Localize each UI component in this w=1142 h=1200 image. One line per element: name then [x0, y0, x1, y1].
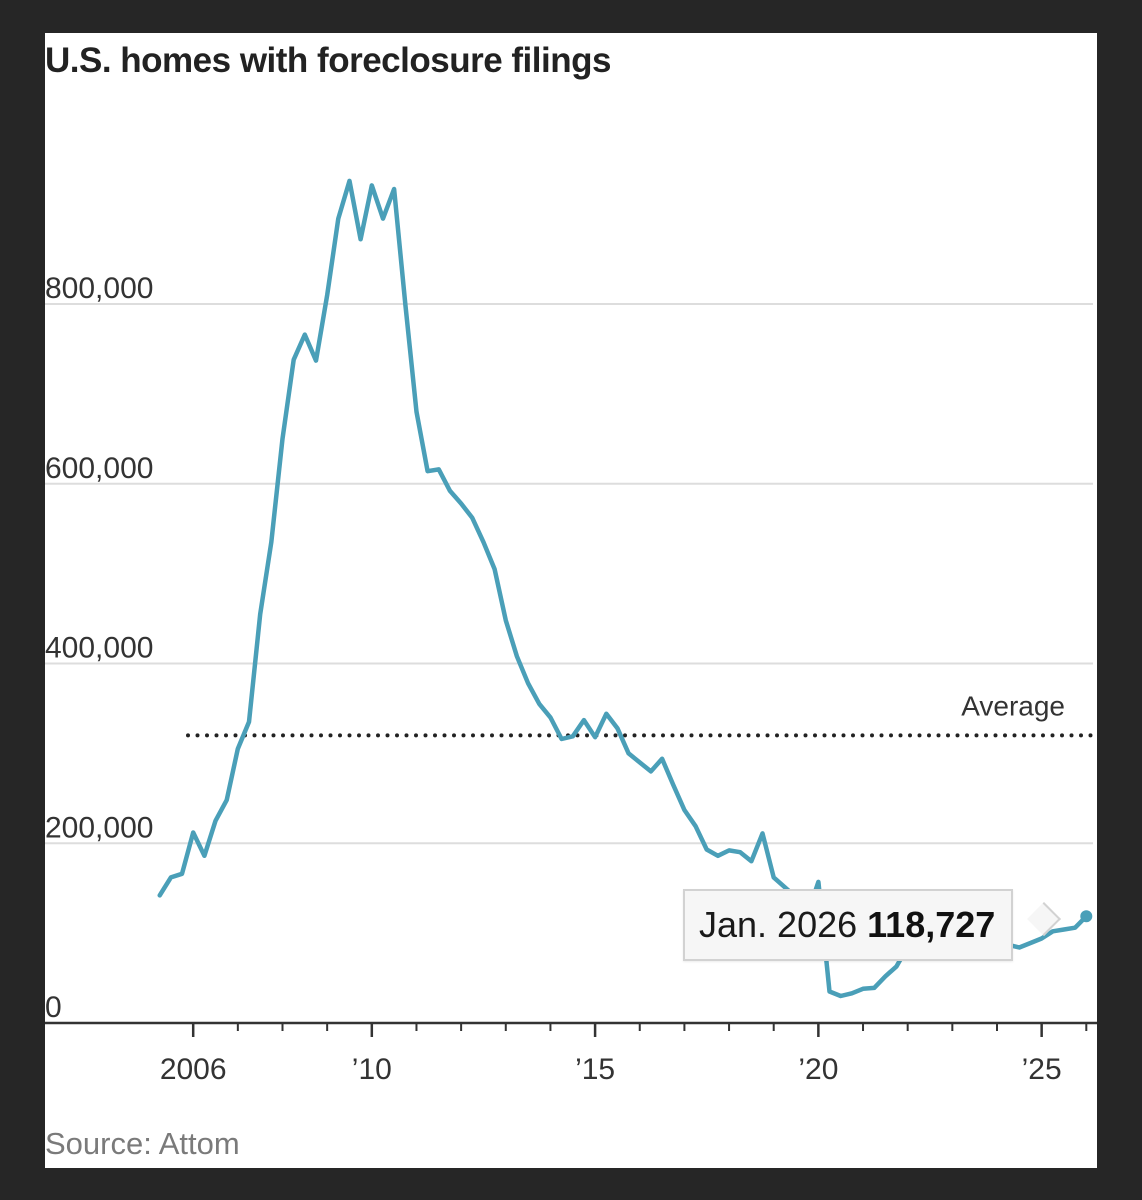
value-tooltip: Jan. 2026 118,727	[683, 889, 1014, 961]
source-note: Source: Attom	[45, 1126, 240, 1161]
gridlines	[45, 303, 1093, 845]
x-tick-label: 2006	[160, 1053, 227, 1086]
x-tick-label: ’25	[1022, 1053, 1062, 1086]
y-tick-label: 800,000	[45, 272, 153, 305]
line-chart: 0 200,000 400,000 600,000 800,000 Average 20…	[45, 178, 1097, 1086]
y-tick-label: 400,000	[45, 632, 153, 665]
y-tick-label: 600,000	[45, 452, 153, 485]
y-tick-label: 200,000	[45, 811, 153, 844]
x-axis: 2006 ’10 ’15 ’20 ’25	[45, 1021, 1097, 1086]
chart-card: 0 200,000 400,000 600,000 800,000 Average 20…	[45, 33, 1097, 1168]
tooltip-value: 118,727	[867, 904, 996, 945]
latest-value-point[interactable]	[1080, 910, 1093, 923]
x-tick-label: ’15	[575, 1053, 615, 1086]
chart-title: U.S. homes with foreclosure filings	[45, 41, 611, 80]
y-axis-labels: 0 200,000 400,000 600,000 800,000	[45, 272, 153, 1024]
x-tick-label: ’20	[798, 1053, 838, 1086]
average-reference: Average	[186, 690, 1095, 738]
y-tick-label: 0	[45, 991, 62, 1024]
x-tick-label: ’10	[352, 1053, 392, 1086]
tooltip-date: Jan. 2026	[699, 904, 858, 945]
average-label: Average	[961, 690, 1065, 721]
